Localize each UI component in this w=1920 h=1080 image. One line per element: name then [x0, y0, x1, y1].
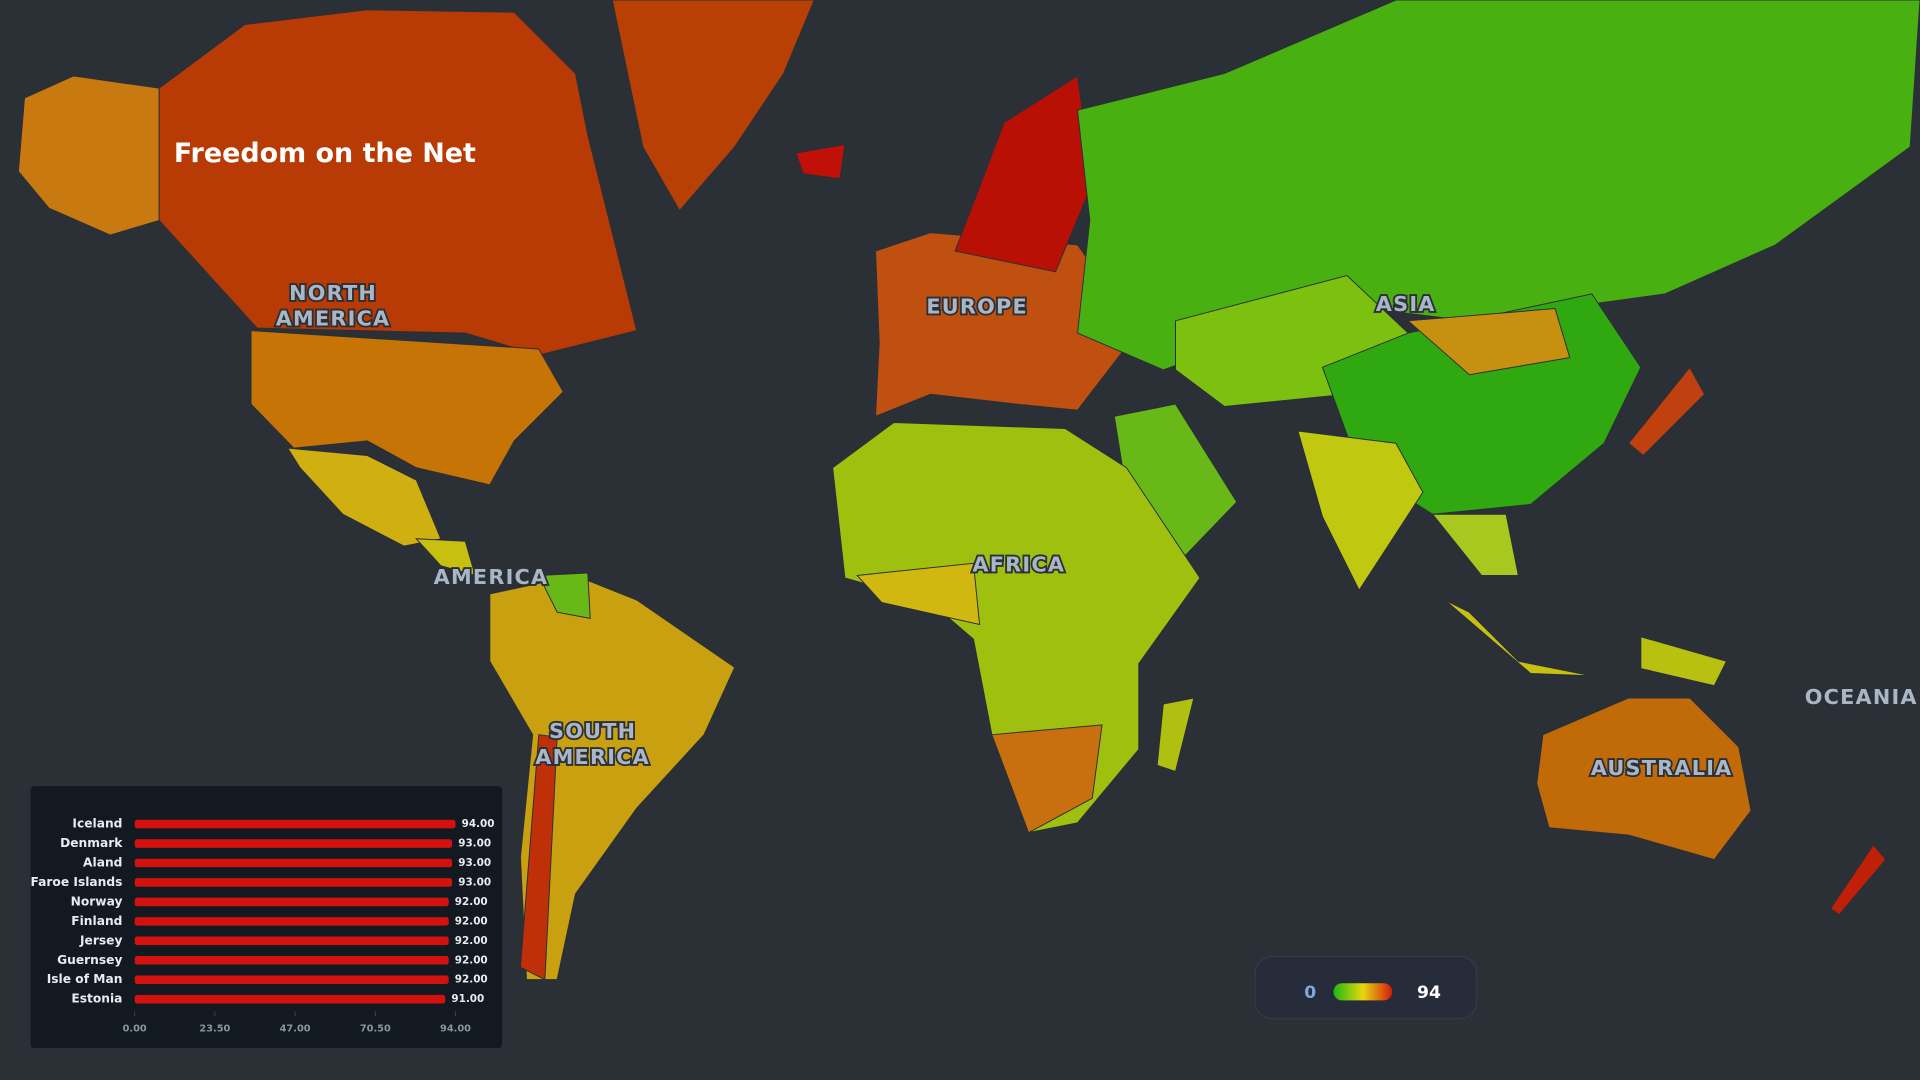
bar	[134, 917, 449, 926]
country	[1627, 366, 1706, 457]
category-label: Isle of Man	[47, 972, 123, 986]
bar	[134, 839, 453, 848]
bar	[134, 858, 453, 868]
value-label: 94.00	[462, 818, 495, 830]
category-label: Estonia	[71, 992, 122, 1006]
legend-max: 94	[1417, 983, 1441, 1003]
country	[1829, 844, 1887, 916]
country	[795, 143, 846, 180]
continent-label: AUSTRALIA	[1591, 756, 1733, 780]
value-label: 91.00	[451, 993, 484, 1005]
category-label: Finland	[71, 914, 122, 928]
value-label: 93.00	[458, 838, 491, 850]
country	[1156, 697, 1195, 773]
x-tick-label: 23.50	[199, 1024, 230, 1035]
continent-label: NORTH	[289, 281, 377, 305]
category-label: Faroe Islands	[31, 875, 123, 889]
country	[1297, 430, 1424, 592]
category-label: Aland	[83, 855, 122, 869]
legend-min: 0	[1304, 983, 1316, 1003]
country	[415, 538, 476, 577]
value-label: 93.00	[458, 857, 491, 869]
bar	[134, 975, 449, 985]
continent-label: SOUTH	[549, 719, 636, 743]
country	[1444, 599, 1592, 677]
bar-chart: Iceland 94.00 Denmark 93.00 Aland 93.00 Faroe …	[31, 817, 495, 1035]
countries	[17, 0, 1920, 981]
country	[1431, 513, 1519, 576]
continent-label: AMERICA	[434, 565, 549, 589]
category-label: Denmark	[60, 836, 123, 850]
value-label: 92.00	[455, 915, 488, 927]
x-tick-label: 47.00	[280, 1024, 311, 1035]
continent-label: EUROPE	[926, 294, 1028, 318]
value-label: 92.00	[455, 896, 488, 908]
continent-label: AMERICA	[535, 745, 650, 769]
x-tick-label: 94.00	[440, 1024, 471, 1035]
country	[991, 724, 1103, 834]
map-title: Freedom on the Net	[174, 138, 476, 169]
continent-label: AFRICA	[972, 553, 1065, 577]
category-label: Jersey	[79, 933, 122, 947]
country	[1406, 308, 1571, 376]
country	[158, 9, 638, 356]
bar	[134, 955, 449, 965]
value-label: 92.00	[455, 954, 488, 966]
country	[538, 572, 591, 619]
bar	[134, 994, 446, 1004]
bar	[134, 897, 449, 907]
country	[856, 562, 981, 626]
continent-label: ASIA	[1376, 292, 1436, 316]
continent-label: AMERICA	[276, 307, 391, 331]
country	[519, 734, 558, 981]
continent-label: OCEANIA	[1805, 685, 1918, 709]
bar	[134, 819, 456, 829]
category-label: Norway	[71, 894, 123, 908]
category-label: Iceland	[72, 817, 122, 831]
legend-gradient	[1333, 983, 1393, 1001]
country	[1640, 636, 1728, 687]
bar	[134, 878, 453, 887]
category-label: Guernsey	[57, 953, 122, 967]
country	[611, 0, 815, 212]
country	[250, 330, 564, 486]
x-tick-label: 70.50	[360, 1024, 391, 1035]
bar	[134, 936, 449, 946]
country	[1536, 697, 1752, 861]
value-label: 92.00	[455, 974, 488, 986]
value-label: 92.00	[455, 935, 488, 947]
country	[1077, 0, 1920, 371]
country	[489, 575, 736, 981]
x-tick-label: 0.00	[123, 1024, 147, 1035]
country	[17, 75, 160, 236]
value-label: 93.00	[458, 876, 491, 888]
